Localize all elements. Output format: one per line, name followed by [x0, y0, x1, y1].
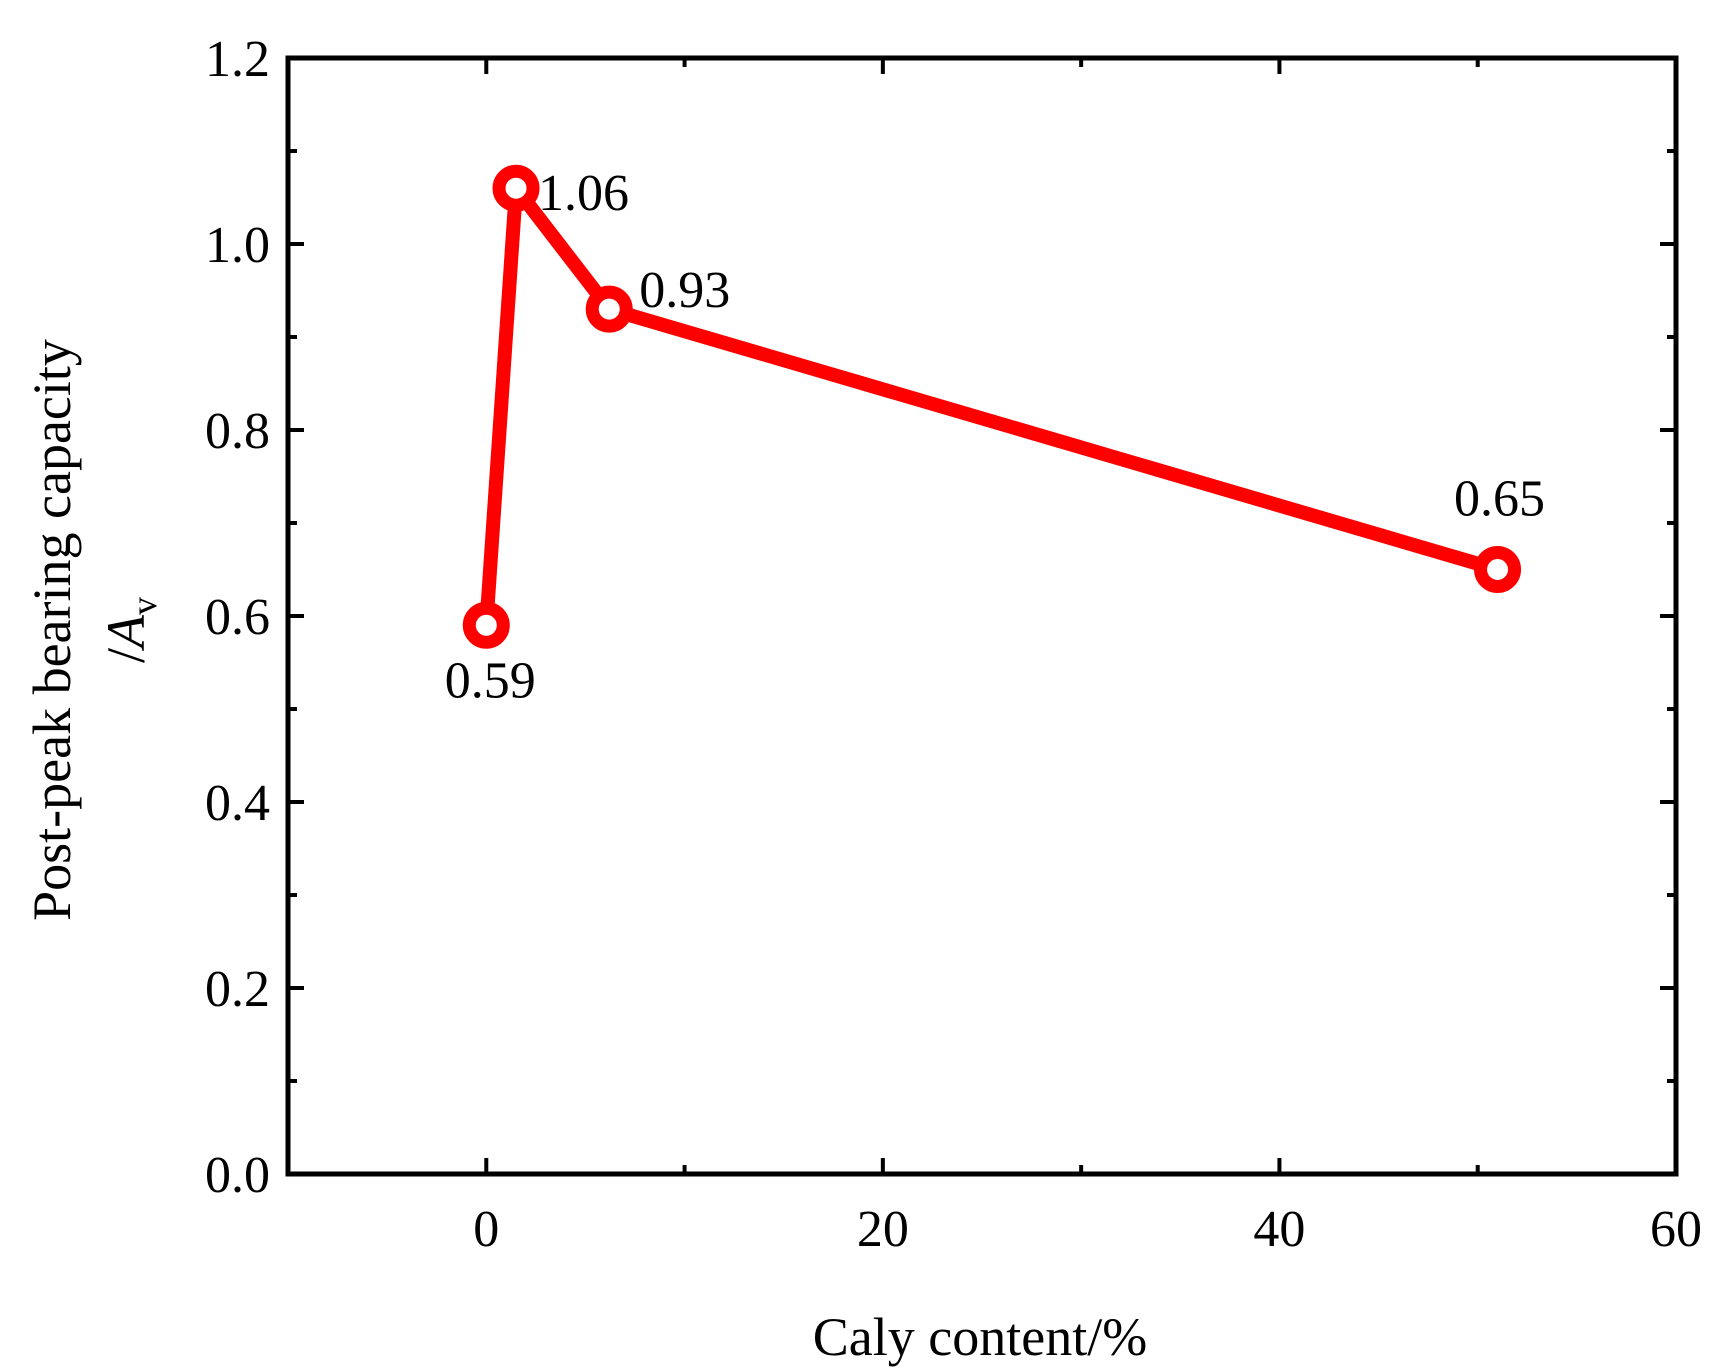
series-layer — [462, 164, 1522, 649]
data-point-label: 0.65 — [1454, 471, 1545, 528]
y-tick-label: 0.0 — [205, 1147, 270, 1204]
y-axis-title-variable: A — [96, 614, 156, 651]
y-tick-label: 0.8 — [205, 403, 270, 460]
data-point-label: 0.93 — [639, 262, 730, 319]
series-line — [479, 181, 1505, 633]
y-tick-label: 0.6 — [205, 589, 270, 646]
y-axis-title: Post-peak bearing capacity /Av — [22, 339, 164, 921]
data-point-label: 1.06 — [538, 165, 629, 222]
data-point-marker — [585, 285, 633, 333]
labels-layer: 0 20 40 60 0.0 0.2 0.4 0.6 0.8 1.0 1.2 0.59 1.060.93… — [205, 31, 1702, 1258]
y-tick-label: 0.2 — [205, 961, 270, 1018]
y-axis-title-line1: Post-peak bearing capacity — [22, 339, 82, 921]
y-axis-title-subscript: v — [124, 597, 164, 615]
y-tick-label: 0.4 — [205, 775, 270, 832]
data-point-marker — [462, 601, 510, 649]
data-point-marker — [1474, 546, 1522, 593]
y-tick-label: 1.0 — [205, 217, 270, 274]
x-tick-label: 0 — [473, 1201, 499, 1258]
y-axis-title-prefix: / — [96, 648, 156, 663]
data-point-label: 0.59 — [445, 652, 536, 709]
data-point-marker — [492, 164, 540, 212]
x-tick-label: 20 — [857, 1201, 909, 1258]
y-tick-label: 1.2 — [205, 31, 270, 88]
y-axis-title-line2: /Av — [96, 597, 164, 663]
plot-frame — [285, 55, 1679, 1177]
x-axis-title: Caly content/% — [813, 1307, 1147, 1367]
x-tick-label: 60 — [1650, 1201, 1702, 1258]
x-tick-label: 40 — [1253, 1201, 1305, 1258]
